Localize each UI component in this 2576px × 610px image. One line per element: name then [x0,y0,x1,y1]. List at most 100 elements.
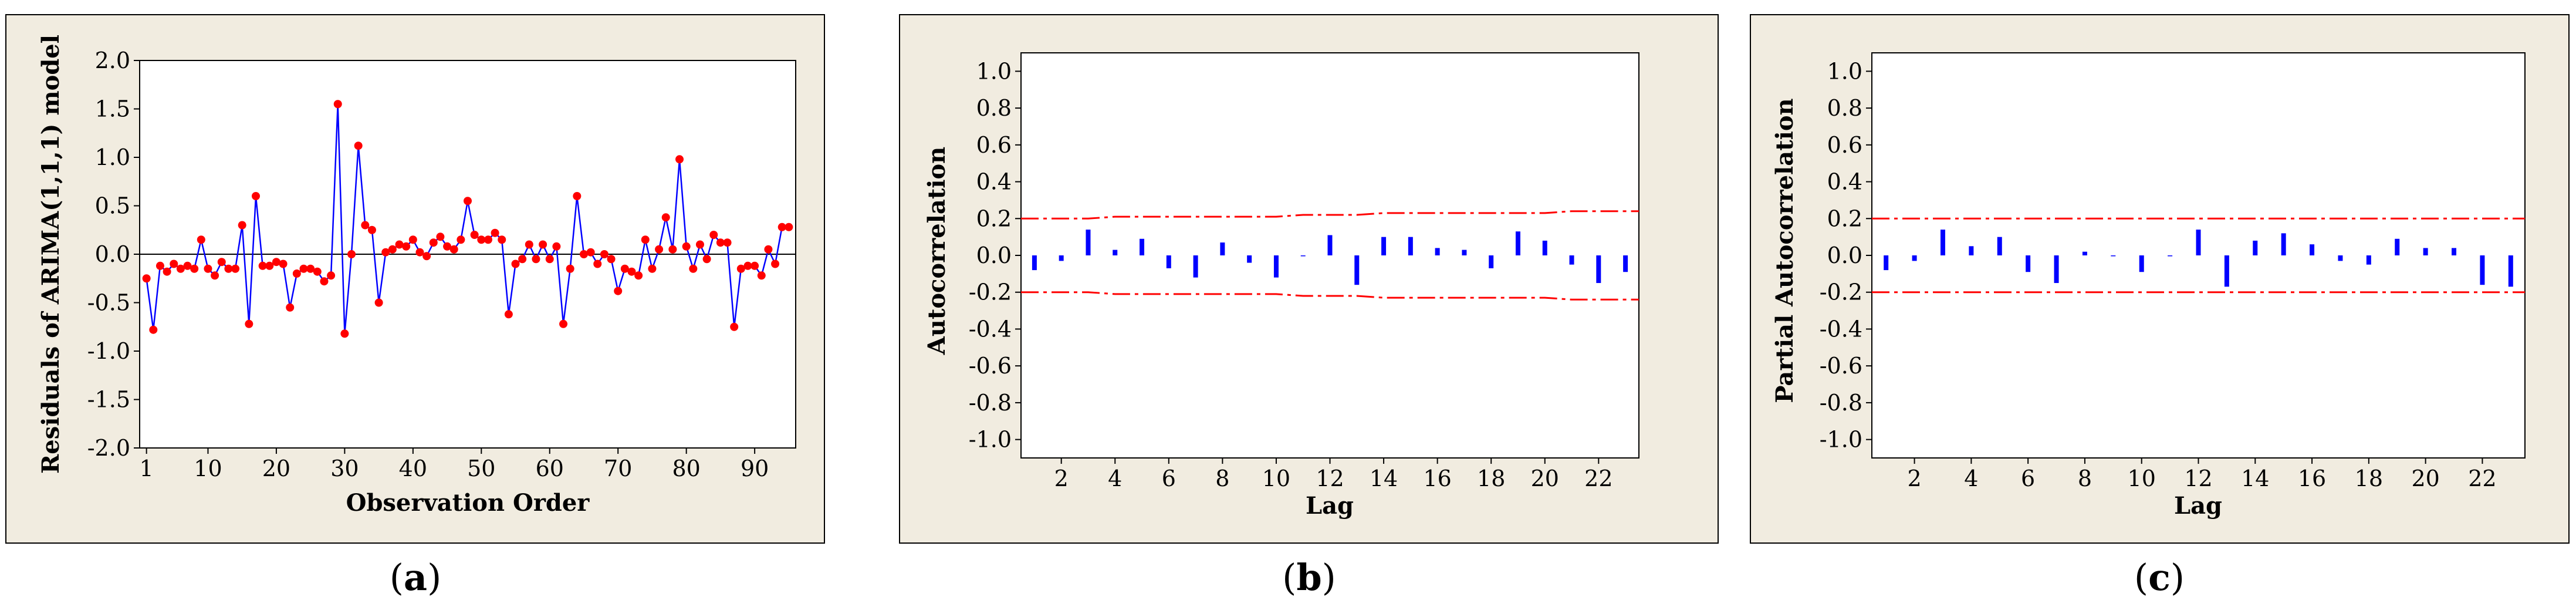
panel-a-residual-point [620,264,629,273]
panel-a-residual-point [238,221,246,230]
panel-b-y-tick-label: 0.2 [976,205,1012,231]
panel-b-lag-bar [1247,255,1252,263]
panel-a-residual-point [408,235,417,244]
panel-b-x-tick-label: 2 [1054,466,1069,491]
panel-b-lag-bar [1032,255,1037,271]
panel-a-residual-point [757,271,766,280]
panel-b-lag-bar [1059,255,1064,261]
panel-b-caption: (b) [1282,556,1336,599]
panel-b-y-tick-label: -0.4 [969,316,1012,342]
panel-a-residual-point [641,235,650,244]
panel-a-residual-point [204,264,212,273]
panel-a-residual-point [607,255,616,264]
panel-b-x-tick-label: 22 [1584,466,1612,491]
panel-b-bars [1032,230,1628,285]
panel-c-y-tick-label: -1.0 [1820,427,1862,453]
panel-a-residual-point [224,264,233,273]
panel-c-lag-bar [2281,233,2286,255]
panel-c-lag-bar [1969,246,1974,255]
panel-a-residual-point [272,258,280,267]
panel-c-x-tick-label: 8 [2078,466,2092,491]
panel-b-y-tick-label: -0.8 [969,390,1012,416]
panel-b-lag-bar [1166,255,1171,268]
panel-c-lag-bar [2026,255,2031,272]
panel-b-y-tick-label: -0.6 [969,353,1012,379]
panel-a-residual-point [457,235,465,244]
panel-a-residual-point [586,248,595,257]
panel-b-lower-limit-line [1021,291,1639,301]
panel-b-lag-bar [1408,237,1413,255]
panel-a-y-tick-label: 0.5 [95,193,130,219]
panel-a-residual-point [771,259,780,268]
panel-b-x-tick-label: 14 [1370,466,1398,491]
panel-a-residual-point [354,141,363,150]
panel-a-series [140,100,796,338]
panel-c-x-tick-label: 16 [2298,466,2326,491]
panel-c-y-tick-label: 0.4 [1827,169,1862,195]
panel-a-residual-point [777,223,786,231]
panel-a-residual-point [381,248,390,257]
panel-c-x-tick-label: 14 [2241,466,2269,491]
panel-a-residual-point [347,250,356,258]
panel-b-lag-bar [1489,255,1494,268]
panel-a-residual-point [661,213,670,222]
panel-a-residual-point [552,242,561,251]
panel-c-lag-bar [1997,237,2002,255]
panel-a-residual-point [566,264,574,273]
panel-a-residual-point [429,238,438,247]
panel-c-lag-bar [2508,255,2513,287]
panel-c-caption: (c) [2134,556,2185,599]
panel-a-x-tick-label: 60 [536,456,564,481]
panel-a-residual-point [655,245,664,254]
panel-b-lag-bar [1273,255,1279,278]
panel-a-residual-point [176,264,185,273]
panel-b-lag-bar [1542,240,1547,255]
panel-a-y-tick-label: 0.0 [95,241,130,267]
panel-a-residual-point [197,235,205,244]
panel-b-lag-bar [1086,230,1091,255]
panel-c-lag-bar [2338,255,2343,261]
panel-c-x-tick-label: 10 [2128,466,2156,491]
panel-b-y-tick-label: 1.0 [976,58,1012,84]
panel-a-residual-point [265,261,274,270]
panel-c-lag-bar [2196,230,2201,255]
panel-a-residual-point [709,231,718,239]
panel-b-x-tick-label: 8 [1215,466,1229,491]
panel-a-residual-point [539,240,547,249]
panel-a-residual-point [149,325,158,334]
panel-a-x-ticks: 1 10 20 30 40 50 60 70 80 90 [140,448,769,481]
panel-a-residual-point [286,303,295,312]
panel-a-x-tick-label: 50 [467,456,495,481]
panel-b-x-tick-label: 20 [1531,466,1559,491]
panel-c-y-tick-label: 0.2 [1827,205,1862,231]
panel-a-residual-point [600,250,608,258]
panel-b-y-tick-label: 0.8 [976,95,1012,121]
panel-c-x-tick-label: 2 [1907,466,1921,491]
panel-a-residual-point [743,261,752,270]
panel-a-x-tick-label: 40 [399,456,427,481]
panel-c-x-tick-label: 6 [2021,466,2035,491]
panel-a-residual-point [415,248,424,257]
panel-b-y-axis-label: Autocorrelation [923,147,951,355]
panel-c-lag-bar [1940,230,1945,255]
panel-b-lag-bar [1623,255,1628,272]
panel-a-residual-point [395,240,404,249]
panel-a-residual-point [545,255,554,264]
panel-c-x-tick-label: 18 [2355,466,2383,491]
panel-a-residual-point [484,235,492,244]
panel-b-lag-bar [1220,242,1225,255]
panel-b-lag-bar [1381,237,1387,255]
panel-a-residual-point [764,245,773,254]
panel-a-x-tick-label: 20 [262,456,290,481]
panel-c-significance-limits [1872,217,2525,294]
panel-a-residuals: 2.0 1.5 1.0 0.5 0.0 -0.5 -1.0 -1.5 -2.0 1 10 20 30 4… [5,14,825,599]
panel-a-residual-point [675,155,684,164]
panel-b-lag-bar [1435,248,1440,255]
panel-a-x-tick-label: 10 [194,456,222,481]
panel-a-residual-point [614,287,623,295]
panel-c-y-tick-label: -0.4 [1820,316,1862,342]
panel-a-x-tick-label: 1 [140,456,154,481]
panel-b-lag-bar [1327,235,1333,255]
panel-a-x-tick-label: 90 [741,456,769,481]
panel-b-lag-bar [1569,255,1574,265]
